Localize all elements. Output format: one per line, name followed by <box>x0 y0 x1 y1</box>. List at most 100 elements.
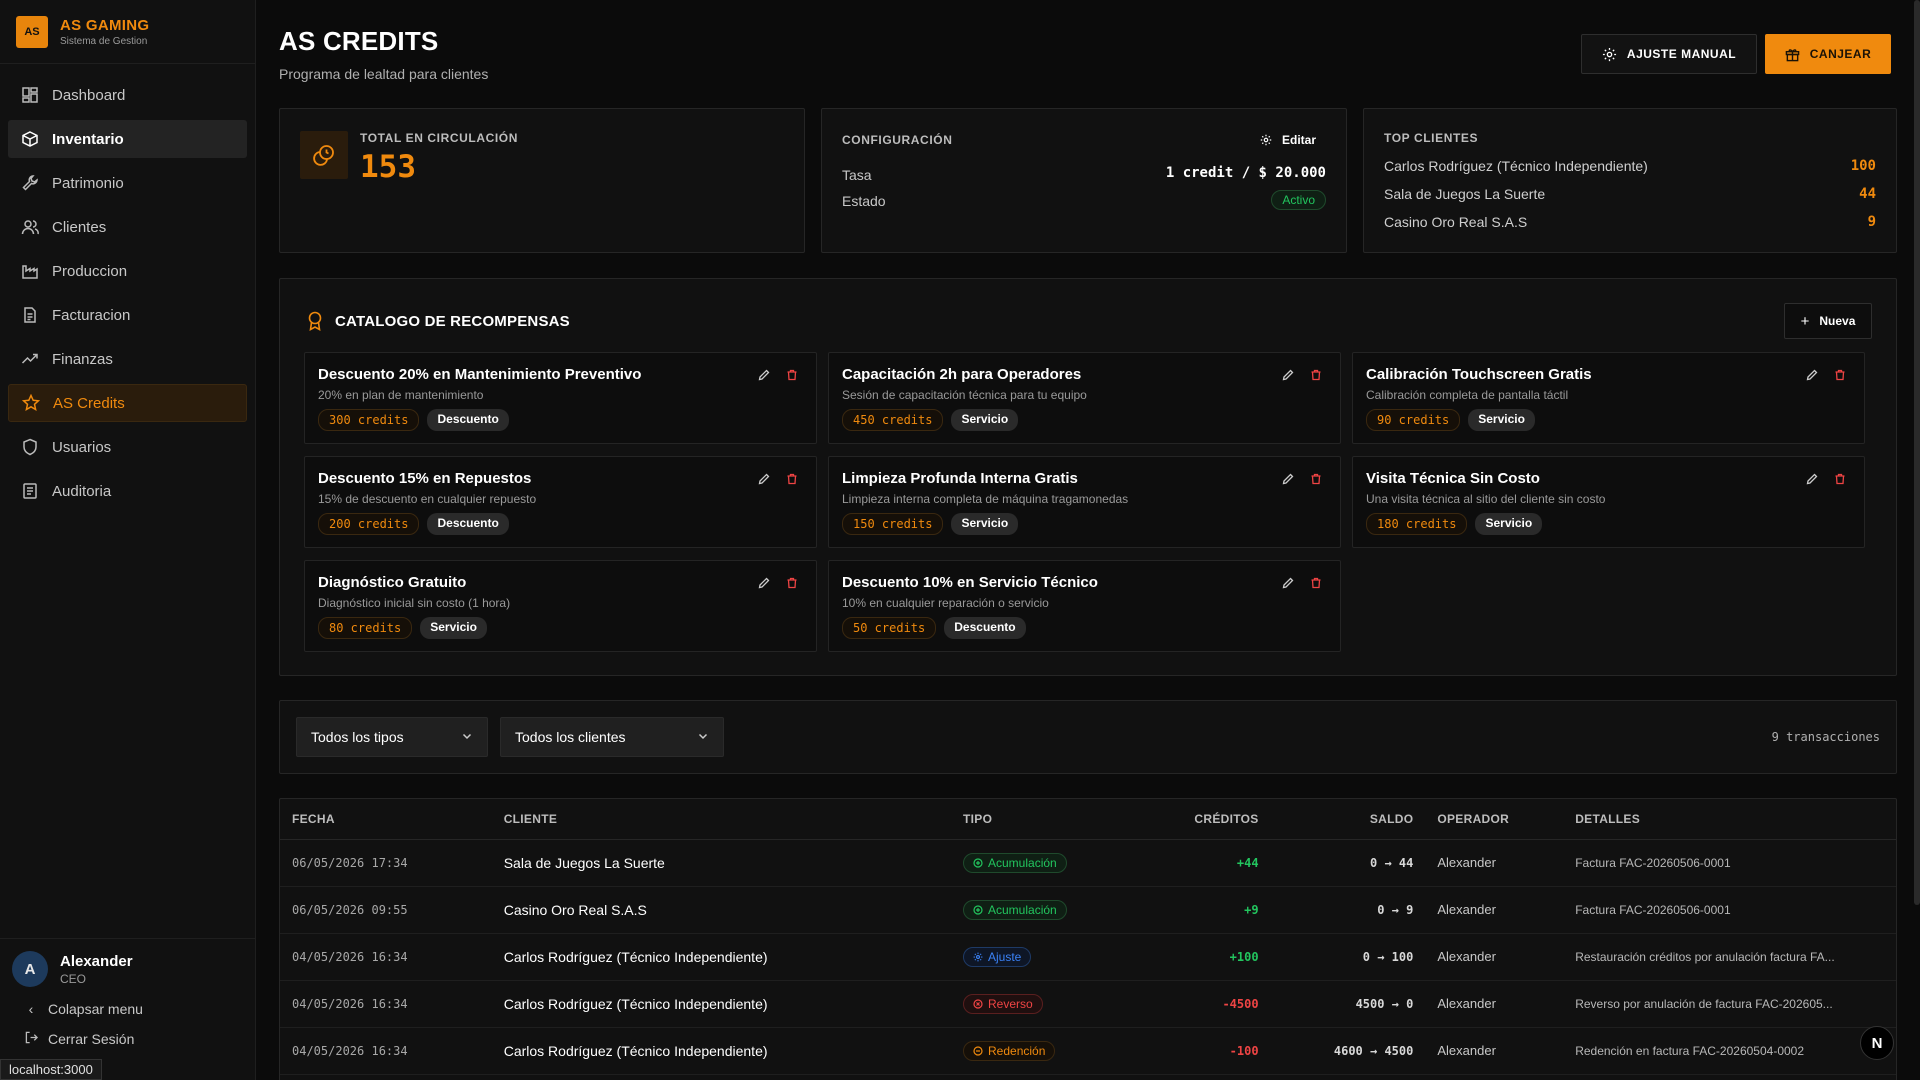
type-filter-select[interactable]: Todos los tipos <box>296 717 488 757</box>
reward-name: Calibración Touchscreen Gratis <box>1366 366 1592 383</box>
sidebar-item-produccion[interactable]: Produccion <box>8 252 247 290</box>
manual-adjust-button[interactable]: AJUSTE MANUAL <box>1581 34 1757 74</box>
cell-type: Reverso <box>951 980 1121 1028</box>
sidebar-item-label: Dashboard <box>52 86 126 104</box>
edit-icon[interactable] <box>1806 369 1818 381</box>
reward-card[interactable]: Limpieza Profunda Interna Gratis Limpiez… <box>828 456 1341 548</box>
trash-icon[interactable] <box>1310 473 1322 485</box>
total-label: TOTAL EN CIRCULACIÓN <box>360 131 518 145</box>
status-badge: Activo <box>1271 190 1326 210</box>
edit-icon[interactable] <box>758 369 770 381</box>
new-reward-button[interactable]: + Nueva <box>1784 303 1872 339</box>
cell-type: Acumulación <box>951 886 1121 934</box>
table-row[interactable]: 06/05/2026 17:34 Sala de Juegos La Suert… <box>280 839 1896 887</box>
sidebar-item-finanzas[interactable]: Finanzas <box>8 340 247 378</box>
trash-icon[interactable] <box>786 577 798 589</box>
cell-date: 06/05/2026 09:55 <box>280 886 492 934</box>
dev-tools-badge[interactable]: N <box>1860 1026 1894 1060</box>
top-client-credits: 100 <box>1850 158 1876 174</box>
cell-client: Sala de Juegos La Suerte <box>491 839 951 887</box>
edit-icon[interactable] <box>1282 369 1294 381</box>
chevron-left-icon: ‹ <box>28 1001 34 1017</box>
sidebar-item-label: Produccion <box>52 262 128 280</box>
logout-button[interactable]: Cerrar Sesión <box>24 1031 244 1047</box>
top-clients-card: TOP CLIENTES Carlos Rodríguez (Técnico I… <box>1363 108 1897 253</box>
table-row[interactable]: 04/05/2026 16:34 Carlos Rodríguez (Técni… <box>280 933 1896 981</box>
coins-icon <box>300 131 348 179</box>
column-header-date[interactable]: FECHA <box>280 799 492 840</box>
sidebar-item-usuarios[interactable]: Usuarios <box>8 428 247 466</box>
plus-icon: + <box>1800 312 1810 330</box>
sidebar-item-auditoria[interactable]: Auditoria <box>8 472 247 510</box>
wrench-icon <box>20 173 40 193</box>
client-filter-value: Todos los clientes <box>515 729 626 745</box>
client-filter-select[interactable]: Todos los clientes <box>500 717 724 757</box>
sidebar-item-dashboard[interactable]: Dashboard <box>8 76 247 114</box>
trash-icon[interactable] <box>1834 473 1846 485</box>
star-icon <box>21 393 41 413</box>
receipt-icon <box>20 305 40 325</box>
reward-card[interactable]: Descuento 20% en Mantenimiento Preventiv… <box>304 352 817 444</box>
column-header-details[interactable]: DETALLES <box>1563 799 1896 840</box>
reward-name: Descuento 10% en Servicio Técnico <box>842 574 1098 591</box>
reward-type-badge: Descuento <box>427 409 509 431</box>
reward-credits-badge: 180 credits <box>1366 513 1468 535</box>
sidebar-item-patrimonio[interactable]: Patrimonio <box>8 164 247 202</box>
trash-icon[interactable] <box>1834 369 1846 381</box>
column-header-credits[interactable]: CRÉDITOS <box>1120 799 1271 840</box>
trash-icon[interactable] <box>786 369 798 381</box>
column-header-balance[interactable]: SALDO <box>1270 799 1426 840</box>
config-label: CONFIGURACIÓN <box>842 133 953 147</box>
edit-config-button[interactable]: Editar <box>1260 133 1316 147</box>
edit-icon[interactable] <box>1282 473 1294 485</box>
cell-type: Ajuste <box>951 933 1121 981</box>
reward-card[interactable]: Calibración Touchscreen Gratis Calibraci… <box>1352 352 1865 444</box>
reward-name: Visita Técnica Sin Costo <box>1366 470 1540 487</box>
column-header-type[interactable]: TIPO <box>951 799 1121 840</box>
sidebar-item-as-credits[interactable]: AS Credits <box>8 384 247 422</box>
type-badge-label: Acumulación <box>988 902 1057 917</box>
user-profile[interactable]: A Alexander CEO <box>12 951 244 987</box>
cell-credits: +44 <box>1120 839 1271 887</box>
edit-icon[interactable] <box>758 577 770 589</box>
cell-client: Carlos Rodríguez (Técnico Independiente) <box>491 980 951 1028</box>
reward-card[interactable]: Capacitación 2h para Operadores Sesión d… <box>828 352 1341 444</box>
logout-icon <box>24 1031 38 1047</box>
column-header-client[interactable]: CLIENTE <box>491 799 951 840</box>
brand-logo: AS <box>16 15 48 48</box>
x-circle-icon <box>973 998 983 1009</box>
cell-credits: -4500 <box>1120 980 1271 1028</box>
table-row[interactable]: 06/05/2026 09:55 Casino Oro Real S.A.S A… <box>280 886 1896 934</box>
reward-card[interactable]: Descuento 15% en Repuestos 15% de descue… <box>304 456 817 548</box>
trash-icon[interactable] <box>1310 369 1322 381</box>
trash-icon[interactable] <box>1310 577 1322 589</box>
type-badge-label: Redención <box>988 1043 1046 1058</box>
edit-icon[interactable] <box>758 473 770 485</box>
catalog-title-text: CATALOGO DE RECOMPENSAS <box>335 312 570 330</box>
top-client-row: Casino Oro Real S.A.S 9 <box>1384 214 1876 230</box>
sidebar-item-clientes[interactable]: Clientes <box>8 208 247 246</box>
url-tooltip: localhost:3000 <box>0 1059 102 1080</box>
reward-description: Sesión de capacitación técnica para tu e… <box>842 388 1087 402</box>
table-row[interactable]: 04/05/2026 16:34 Carlos Rodríguez (Técni… <box>280 1027 1896 1075</box>
top-client-name: Casino Oro Real S.A.S <box>1384 214 1528 230</box>
reward-card[interactable]: Diagnóstico Gratuito Diagnóstico inicial… <box>304 560 817 652</box>
edit-icon[interactable] <box>1806 473 1818 485</box>
reward-card[interactable]: Visita Técnica Sin Costo Una visita técn… <box>1352 456 1865 548</box>
column-header-operator[interactable]: OPERADOR <box>1425 799 1564 840</box>
redeem-label: CANJEAR <box>1809 47 1872 61</box>
page-scrollbar[interactable] <box>1914 0 1920 905</box>
gift-icon <box>1785 47 1800 62</box>
collapse-menu-button[interactable]: ‹ Colapsar menu <box>24 1001 244 1017</box>
type-badge: Acumulación <box>963 899 1067 920</box>
sidebar-item-inventario[interactable]: Inventario <box>8 120 247 158</box>
table-row[interactable]: 04/05/2026 16:34 Carlos Rodríguez (Técni… <box>280 980 1896 1028</box>
trash-icon[interactable] <box>786 473 798 485</box>
cell-operator: Alexander <box>1425 933 1564 981</box>
edit-icon[interactable] <box>1282 577 1294 589</box>
redeem-button[interactable]: CANJEAR <box>1765 34 1891 74</box>
reward-credits-badge: 50 credits <box>842 617 937 639</box>
sidebar-item-facturacion[interactable]: Facturacion <box>8 296 247 334</box>
reward-card[interactable]: Descuento 10% en Servicio Técnico 10% en… <box>828 560 1341 652</box>
